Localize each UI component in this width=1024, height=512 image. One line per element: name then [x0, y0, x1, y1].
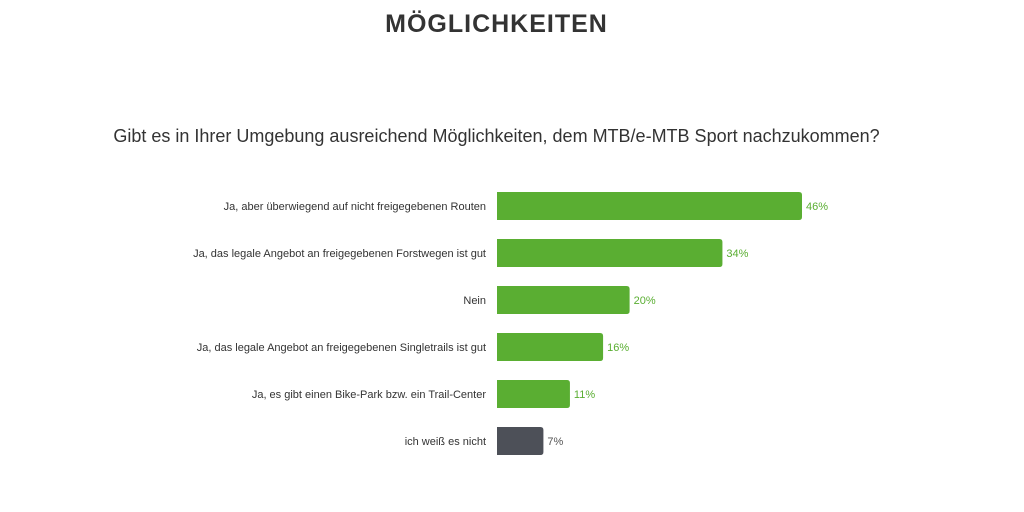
bar	[497, 427, 544, 455]
bar	[497, 286, 630, 314]
category-label: Nein	[463, 295, 486, 307]
value-label: 20%	[634, 295, 656, 307]
bar	[497, 380, 570, 408]
bar	[497, 333, 604, 361]
category-label: Ja, das legale Angebot an freigegebenen …	[193, 248, 486, 260]
category-label: Ja, das legale Angebot an freigegebenen …	[197, 342, 486, 354]
value-label: 34%	[726, 248, 748, 260]
chart-title: Gibt es in Ihrer Umgebung ausreichend Mö…	[113, 126, 880, 146]
page-title: MÖGLICHKEITEN	[385, 10, 608, 38]
bar	[497, 192, 802, 220]
category-label: ich weiß es nicht	[405, 436, 486, 448]
value-label: 46%	[806, 201, 828, 213]
bar	[497, 239, 723, 267]
value-label: 11%	[574, 389, 595, 401]
category-label: Ja, aber überwiegend auf nicht freigegeb…	[224, 201, 486, 213]
value-label: 16%	[607, 342, 629, 354]
category-label: Ja, es gibt einen Bike-Park bzw. ein Tra…	[252, 389, 487, 401]
value-label: 7%	[547, 436, 563, 448]
